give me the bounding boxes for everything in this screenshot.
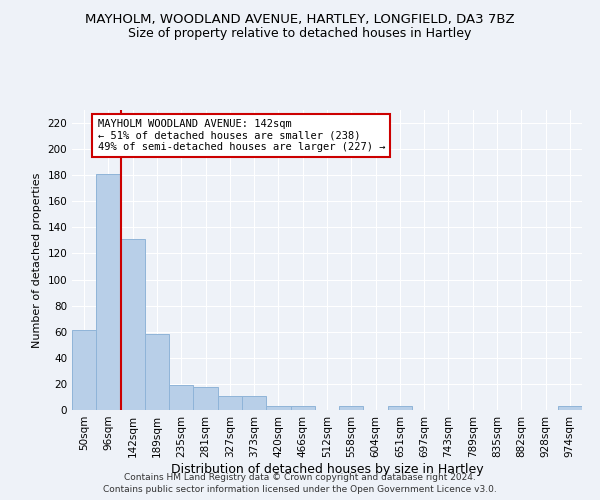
Bar <box>242 396 266 410</box>
Text: MAYHOLM WOODLAND AVENUE: 142sqm
← 51% of detached houses are smaller (238)
49% o: MAYHOLM WOODLAND AVENUE: 142sqm ← 51% of… <box>97 119 385 152</box>
Bar <box>96 174 121 410</box>
Bar <box>218 396 242 410</box>
Bar <box>388 406 412 410</box>
Text: Contains HM Land Registry data © Crown copyright and database right 2024.: Contains HM Land Registry data © Crown c… <box>124 472 476 482</box>
Bar <box>72 330 96 410</box>
Bar <box>121 239 145 410</box>
Text: Size of property relative to detached houses in Hartley: Size of property relative to detached ho… <box>128 28 472 40</box>
Bar <box>290 406 315 410</box>
Bar <box>558 406 582 410</box>
Bar <box>339 406 364 410</box>
Text: Contains public sector information licensed under the Open Government Licence v3: Contains public sector information licen… <box>103 485 497 494</box>
Bar <box>169 385 193 410</box>
Text: MAYHOLM, WOODLAND AVENUE, HARTLEY, LONGFIELD, DA3 7BZ: MAYHOLM, WOODLAND AVENUE, HARTLEY, LONGF… <box>85 12 515 26</box>
Bar <box>193 386 218 410</box>
Bar <box>145 334 169 410</box>
Y-axis label: Number of detached properties: Number of detached properties <box>32 172 42 348</box>
Bar <box>266 406 290 410</box>
X-axis label: Distribution of detached houses by size in Hartley: Distribution of detached houses by size … <box>170 462 484 475</box>
